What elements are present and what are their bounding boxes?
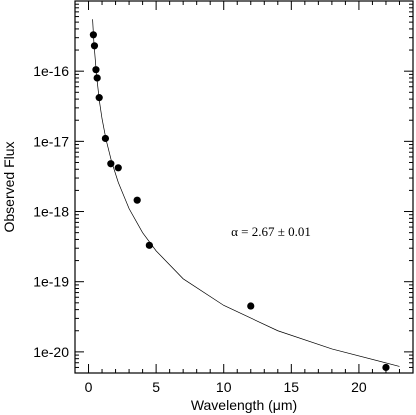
data-point xyxy=(90,42,99,50)
x-axis-title: Wavelength (μm) xyxy=(191,397,297,413)
alpha-annotation: α = 2.67 ± 0.01 xyxy=(231,224,311,239)
y-tick-label: 1e-16 xyxy=(33,63,69,79)
x-tick-label: 20 xyxy=(351,379,367,395)
data-point xyxy=(89,31,97,39)
fit-curve-layer xyxy=(92,19,400,367)
y-tick-label: 1e-20 xyxy=(33,344,69,360)
fit-curve xyxy=(92,19,400,367)
x-tick-label: 5 xyxy=(152,379,160,395)
data-point xyxy=(114,164,122,172)
plot-frame xyxy=(74,0,414,374)
data-point xyxy=(133,196,141,204)
x-tick-label: 10 xyxy=(216,379,232,395)
data-points-layer xyxy=(89,31,390,372)
data-point xyxy=(107,160,115,168)
y-tick-label: 1e-17 xyxy=(33,133,69,149)
data-point xyxy=(101,134,110,143)
y-axis-title: Observed Flux xyxy=(1,141,17,232)
x-tick-label: 0 xyxy=(85,379,93,395)
data-point xyxy=(247,302,255,310)
data-point xyxy=(382,363,390,372)
y-axis-ticks: 1e-20 1e-19 1e-18 1e-17 1e-16 xyxy=(33,3,413,368)
x-axis-ticks: 0 5 10 15 20 xyxy=(74,1,414,395)
data-point xyxy=(93,74,101,82)
x-tick-label: 15 xyxy=(284,379,300,395)
data-point xyxy=(95,94,103,102)
y-tick-label: 1e-19 xyxy=(33,274,69,290)
y-tick-label: 1e-18 xyxy=(33,204,69,220)
data-point xyxy=(92,66,100,74)
data-point xyxy=(145,241,153,249)
